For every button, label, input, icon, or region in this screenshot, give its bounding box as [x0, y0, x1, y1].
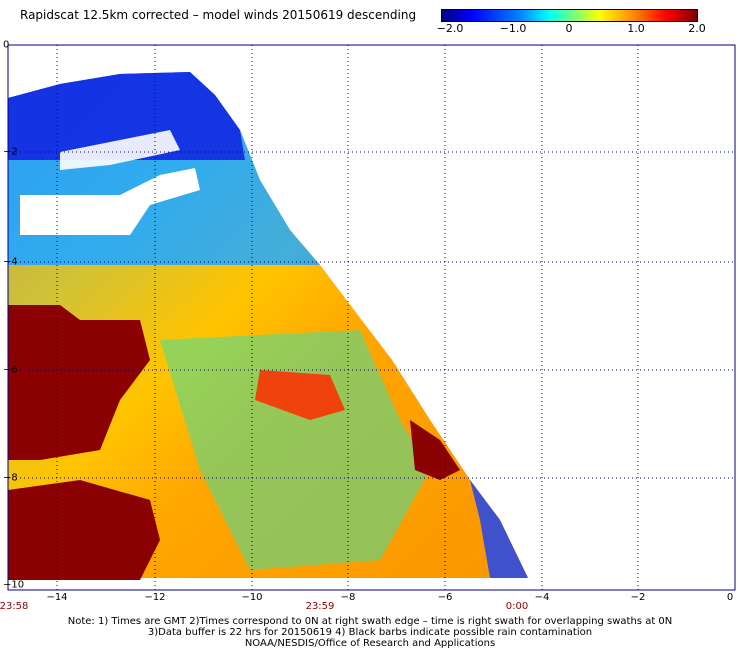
x-label-neg2: −2 — [630, 592, 646, 603]
colorbar — [441, 9, 698, 22]
no-data-gap-1 — [20, 168, 200, 235]
y-label-neg6: −6 — [3, 364, 18, 376]
y-label-neg2: −2 — [3, 146, 18, 158]
x-label-neg6: −6 — [437, 592, 453, 603]
time-label-start: 23:58 — [0, 601, 29, 612]
swath-cyan-patch — [160, 330, 430, 570]
y-label-neg10: −10 — [3, 579, 25, 591]
dark-red-area-east — [410, 420, 460, 480]
y-label-neg8: −8 — [3, 472, 18, 484]
x-label-neg4: −4 — [534, 592, 550, 603]
dark-red-area-southwest — [8, 480, 160, 580]
x-label-0: 0 — [726, 592, 734, 603]
map-frame — [7, 44, 736, 591]
colorbar-label-2: 2.0 — [688, 22, 706, 35]
x-label-neg14: −14 — [46, 592, 68, 603]
colorbar-label-1: 1.0 — [627, 22, 645, 35]
y-label-0: 0 — [3, 39, 10, 51]
note-line-3: NOAA/NESDIS/Office of Research and Appli… — [244, 638, 496, 649]
swath-lower-edge — [470, 480, 528, 578]
colorbar-label-neg1: −1.0 — [499, 22, 527, 35]
time-label-end: 0:00 — [505, 601, 529, 612]
y-label-neg4: −4 — [3, 256, 18, 268]
no-data-gap-2 — [60, 130, 180, 170]
x-label-neg10: −10 — [241, 592, 263, 603]
swath-upper-edge — [8, 72, 245, 160]
map-title: Rapidscat 12.5km corrected – model winds… — [20, 8, 417, 22]
red-band-center — [255, 370, 345, 420]
note-line-2: 3)Data buffer is 22 hrs for 20150619 4) … — [147, 627, 593, 638]
x-label-neg8: −8 — [340, 592, 356, 603]
time-label-mid: 23:59 — [305, 601, 335, 612]
note-line-1: Note: 1) Times are GMT 2)Times correspon… — [67, 616, 673, 627]
x-label-neg12: −12 — [144, 592, 166, 603]
colorbar-label-neg2: −2.0 — [436, 22, 464, 35]
grid-lines — [8, 45, 735, 590]
colorbar-label-0: 0 — [565, 22, 573, 35]
dark-red-area-west — [8, 305, 150, 460]
